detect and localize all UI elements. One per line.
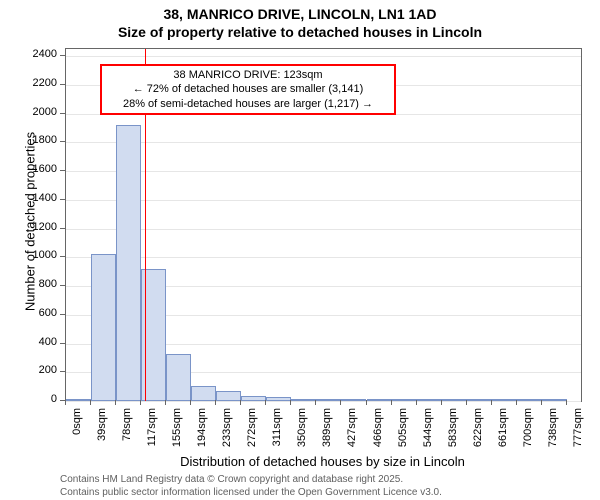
histogram-bar bbox=[517, 399, 542, 401]
y-tick-mark bbox=[60, 55, 65, 56]
histogram-bar bbox=[191, 386, 216, 401]
footer-line2: Contains public sector information licen… bbox=[60, 487, 442, 498]
histogram-bar bbox=[216, 391, 241, 401]
x-tick-mark bbox=[466, 400, 467, 405]
x-tick-mark bbox=[240, 400, 241, 405]
y-tick-label: 1000 bbox=[17, 249, 57, 261]
y-tick-label: 1400 bbox=[17, 192, 57, 204]
y-tick-label: 400 bbox=[17, 336, 57, 348]
x-tick-mark bbox=[366, 400, 367, 405]
x-tick-label: 700sqm bbox=[522, 408, 534, 458]
x-tick-mark bbox=[90, 400, 91, 405]
x-tick-label: 233sqm bbox=[221, 408, 233, 458]
chart-title-sub: Size of property relative to detached ho… bbox=[0, 24, 600, 40]
x-tick-mark bbox=[140, 400, 141, 405]
footer-line1: Contains HM Land Registry data © Crown c… bbox=[60, 474, 403, 485]
x-tick-mark bbox=[215, 400, 216, 405]
x-tick-label: 738sqm bbox=[547, 408, 559, 458]
histogram-bar bbox=[266, 397, 291, 401]
histogram-bar bbox=[542, 399, 567, 401]
x-tick-label: 427sqm bbox=[346, 408, 358, 458]
histogram-bar bbox=[166, 354, 191, 401]
x-tick-mark bbox=[391, 400, 392, 405]
y-tick-label: 800 bbox=[17, 278, 57, 290]
histogram-bar bbox=[367, 399, 392, 401]
y-tick-mark bbox=[60, 84, 65, 85]
y-tick-mark bbox=[60, 113, 65, 114]
histogram-bar bbox=[492, 399, 517, 401]
histogram-bar bbox=[91, 254, 116, 401]
x-tick-mark bbox=[165, 400, 166, 405]
x-tick-label: 544sqm bbox=[422, 408, 434, 458]
x-tick-label: 622sqm bbox=[472, 408, 484, 458]
y-tick-label: 2000 bbox=[17, 106, 57, 118]
annotation-box: 38 MANRICO DRIVE: 123sqm ← 72% of detach… bbox=[100, 64, 396, 115]
y-tick-mark bbox=[60, 199, 65, 200]
y-tick-mark bbox=[60, 343, 65, 344]
y-tick-label: 600 bbox=[17, 307, 57, 319]
x-tick-label: 777sqm bbox=[572, 408, 584, 458]
x-tick-mark bbox=[315, 400, 316, 405]
histogram-bar bbox=[467, 399, 492, 401]
x-tick-label: 350sqm bbox=[296, 408, 308, 458]
x-tick-mark bbox=[115, 400, 116, 405]
histogram-bar bbox=[291, 399, 316, 401]
histogram-bar bbox=[442, 399, 467, 401]
x-tick-label: 117sqm bbox=[146, 408, 158, 458]
annotation-line2: ← 72% of detached houses are smaller (3,… bbox=[108, 82, 388, 96]
histogram-bar bbox=[417, 399, 442, 401]
y-tick-label: 2200 bbox=[17, 77, 57, 89]
chart-container: 38, MANRICO DRIVE, LINCOLN, LN1 1AD Size… bbox=[0, 0, 600, 500]
x-tick-mark bbox=[190, 400, 191, 405]
annotation-line1: 38 MANRICO DRIVE: 123sqm bbox=[108, 68, 388, 82]
x-tick-label: 155sqm bbox=[171, 408, 183, 458]
y-tick-mark bbox=[60, 314, 65, 315]
y-tick-mark bbox=[60, 228, 65, 229]
y-tick-label: 200 bbox=[17, 364, 57, 376]
histogram-bar bbox=[241, 396, 266, 401]
y-tick-label: 1600 bbox=[17, 163, 57, 175]
gridline bbox=[66, 401, 581, 402]
x-tick-mark bbox=[566, 400, 567, 405]
x-tick-label: 505sqm bbox=[397, 408, 409, 458]
x-tick-mark bbox=[416, 400, 417, 405]
x-tick-label: 661sqm bbox=[497, 408, 509, 458]
x-tick-label: 466sqm bbox=[372, 408, 384, 458]
annotation-line3: 28% of semi-detached houses are larger (… bbox=[108, 97, 388, 111]
y-tick-mark bbox=[60, 170, 65, 171]
histogram-bar bbox=[341, 399, 366, 401]
x-tick-mark bbox=[65, 400, 66, 405]
histogram-bar bbox=[392, 399, 417, 401]
histogram-bar bbox=[66, 399, 91, 401]
x-tick-label: 311sqm bbox=[271, 408, 283, 458]
x-tick-mark bbox=[265, 400, 266, 405]
x-tick-label: 39sqm bbox=[96, 408, 108, 458]
x-axis-label: Distribution of detached houses by size … bbox=[65, 454, 580, 469]
y-tick-label: 0 bbox=[17, 393, 57, 405]
x-tick-label: 78sqm bbox=[121, 408, 133, 458]
x-tick-mark bbox=[441, 400, 442, 405]
x-tick-mark bbox=[516, 400, 517, 405]
y-tick-mark bbox=[60, 285, 65, 286]
x-tick-mark bbox=[491, 400, 492, 405]
y-tick-label: 1800 bbox=[17, 134, 57, 146]
x-tick-label: 583sqm bbox=[447, 408, 459, 458]
histogram-bar bbox=[316, 399, 341, 401]
histogram-bar bbox=[116, 125, 141, 401]
y-tick-mark bbox=[60, 256, 65, 257]
x-tick-label: 389sqm bbox=[321, 408, 333, 458]
x-tick-label: 272sqm bbox=[246, 408, 258, 458]
x-tick-mark bbox=[290, 400, 291, 405]
x-tick-label: 194sqm bbox=[196, 408, 208, 458]
x-tick-label: 0sqm bbox=[71, 408, 83, 458]
y-tick-label: 2400 bbox=[17, 48, 57, 60]
x-tick-mark bbox=[340, 400, 341, 405]
y-tick-label: 1200 bbox=[17, 221, 57, 233]
x-tick-mark bbox=[541, 400, 542, 405]
y-tick-mark bbox=[60, 141, 65, 142]
chart-title-main: 38, MANRICO DRIVE, LINCOLN, LN1 1AD bbox=[0, 6, 600, 22]
y-tick-mark bbox=[60, 371, 65, 372]
